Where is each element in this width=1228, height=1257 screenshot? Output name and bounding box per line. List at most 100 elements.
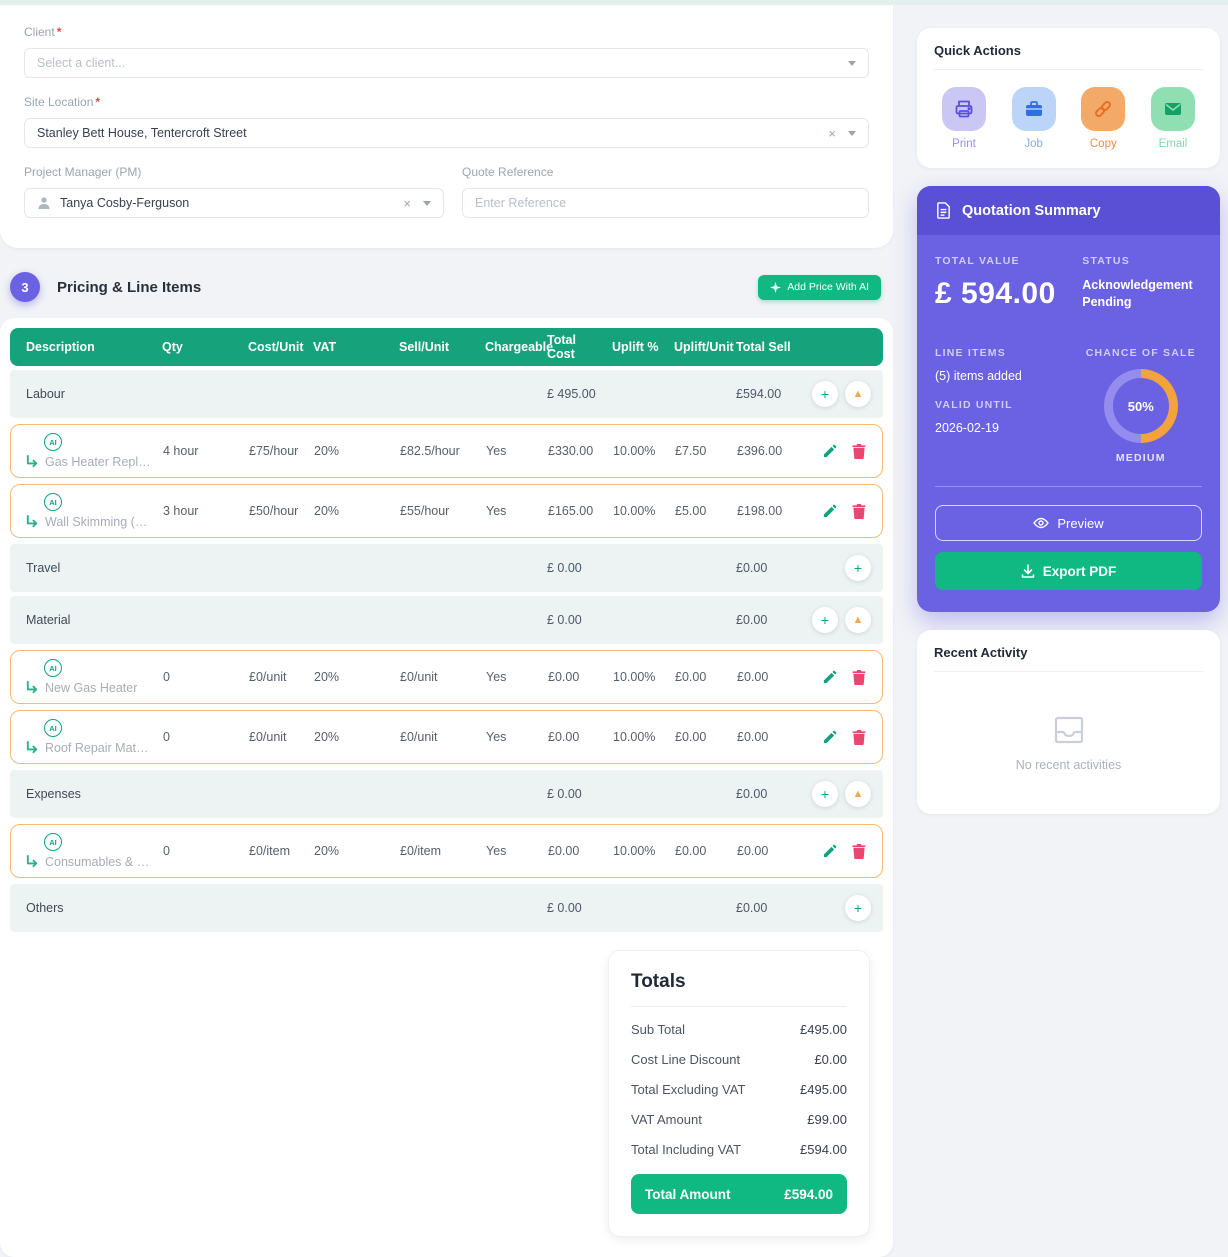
group-name: Travel bbox=[26, 561, 61, 575]
line-item-description: New Gas Heater bbox=[45, 680, 138, 695]
group-row-material: Material £ 0.00 £0.00 + ▲ bbox=[10, 596, 883, 644]
group-name: Expenses bbox=[26, 787, 81, 801]
chevron-down-icon[interactable] bbox=[848, 130, 856, 136]
trash-icon bbox=[852, 669, 866, 685]
line-items-count: (5) items added bbox=[935, 369, 1022, 383]
collapse-group-button[interactable]: ▲ bbox=[845, 781, 871, 807]
line-item-total-cost: £330.00 bbox=[548, 444, 594, 458]
clear-icon[interactable]: × bbox=[828, 125, 836, 141]
line-item-row: AI Wall Skimming (Sma... 3 hour £50/hour… bbox=[10, 484, 883, 538]
group-total-sell: £0.00 bbox=[736, 787, 768, 801]
site-location-select[interactable]: Stanley Bett House, Tentercroft Street × bbox=[24, 118, 869, 148]
col-total-cost: Total Cost bbox=[547, 333, 576, 361]
add-line-item-button[interactable]: + bbox=[812, 781, 838, 807]
add-line-item-button[interactable]: + bbox=[812, 381, 838, 407]
line-item-total-cost: £0.00 bbox=[548, 844, 580, 858]
quote-reference-label: Quote Reference bbox=[462, 165, 554, 179]
trash-icon bbox=[852, 729, 866, 745]
project-manager-select[interactable]: Tanya Cosby-Ferguson × bbox=[24, 188, 444, 218]
group-total-cost: £ 0.00 bbox=[547, 787, 582, 801]
totals-value: £495.00 bbox=[800, 1082, 847, 1097]
group-name: Labour bbox=[26, 387, 65, 401]
site-location-label: Site Location * bbox=[24, 95, 101, 109]
chevron-down-icon[interactable] bbox=[423, 200, 431, 206]
totals-row-incl-vat: Total Including VAT £594.00 bbox=[631, 1142, 847, 1157]
collapse-group-button[interactable]: ▲ bbox=[845, 381, 871, 407]
col-chargeable: Chargeable bbox=[485, 340, 554, 354]
totals-label: Sub Total bbox=[631, 1022, 685, 1037]
line-item-qty: 0 bbox=[163, 730, 170, 744]
delete-line-item-button[interactable] bbox=[852, 503, 866, 519]
delete-line-item-button[interactable] bbox=[852, 729, 866, 745]
edit-line-item-button[interactable] bbox=[822, 730, 837, 745]
client-select[interactable]: Select a client... bbox=[24, 48, 869, 78]
group-total-sell: £0.00 bbox=[736, 613, 768, 627]
edit-line-item-button[interactable] bbox=[822, 844, 837, 859]
totals-title: Totals bbox=[631, 971, 847, 1007]
add-price-with-ai-button[interactable]: Add Price With AI bbox=[758, 274, 881, 300]
line-item-total-cost: £165.00 bbox=[548, 504, 594, 518]
col-cost-unit: Cost/Unit bbox=[248, 340, 304, 354]
edit-line-item-button[interactable] bbox=[822, 444, 837, 459]
copy-action[interactable]: Copy bbox=[1081, 87, 1126, 150]
pencil-icon bbox=[823, 444, 837, 457]
group-total-sell: £0.00 bbox=[736, 901, 768, 915]
no-activity-text: No recent activities bbox=[1015, 758, 1122, 772]
line-item-sell-unit: £82.5/hour bbox=[400, 444, 460, 458]
status-label: STATUS bbox=[1082, 255, 1130, 267]
totals-label: Total Excluding VAT bbox=[631, 1082, 746, 1097]
col-qty: Qty bbox=[162, 340, 183, 354]
job-label: Job bbox=[1024, 138, 1043, 150]
add-line-item-button[interactable]: + bbox=[845, 555, 871, 581]
add-line-item-button[interactable]: + bbox=[812, 607, 838, 633]
totals-value: £594.00 bbox=[800, 1142, 847, 1157]
person-icon bbox=[37, 196, 51, 210]
line-item-chargeable: Yes bbox=[486, 444, 507, 458]
chevron-down-icon[interactable] bbox=[848, 60, 856, 66]
line-item-description-cell: AI New Gas Heater bbox=[11, 659, 157, 695]
group-total-cost: £ 0.00 bbox=[547, 901, 582, 915]
line-item-uplift-pct: 10.00% bbox=[613, 504, 656, 518]
trash-icon bbox=[852, 843, 866, 859]
briefcase-icon bbox=[1025, 101, 1042, 116]
quote-details-form: Client * Select a client... Site Location… bbox=[0, 5, 893, 248]
print-action[interactable]: Print bbox=[942, 87, 986, 150]
delete-line-item-button[interactable] bbox=[852, 843, 866, 859]
sub-item-arrow-icon bbox=[26, 680, 38, 694]
valid-until-label: VALID UNTIL bbox=[935, 399, 1013, 411]
group-row-labour: Labour £ 495.00 £594.00 + ▲ bbox=[10, 370, 883, 418]
line-item-total-sell: £0.00 bbox=[737, 844, 769, 858]
totals-value: £99.00 bbox=[807, 1112, 847, 1127]
line-item-vat: 20% bbox=[314, 444, 340, 458]
client-field: Client * Select a client... bbox=[24, 25, 869, 78]
add-line-item-button[interactable]: + bbox=[845, 895, 871, 921]
line-item-qty: 4 hour bbox=[163, 444, 199, 458]
job-action[interactable]: Job bbox=[1011, 87, 1056, 150]
line-item-total-sell: £0.00 bbox=[737, 730, 769, 744]
line-item-row: AI New Gas Heater 0 £0/unit 20% £0/unit … bbox=[10, 650, 883, 704]
quote-reference-input[interactable] bbox=[462, 188, 869, 218]
pricing-section-header: 3 Pricing & Line Items Add Price With AI bbox=[10, 272, 881, 302]
collapse-group-button[interactable]: ▲ bbox=[845, 607, 871, 633]
trash-icon bbox=[852, 503, 866, 519]
preview-button[interactable]: Preview bbox=[935, 505, 1202, 541]
col-sell-unit: Sell/Unit bbox=[399, 340, 450, 354]
edit-line-item-button[interactable] bbox=[822, 504, 837, 519]
email-action[interactable]: Email bbox=[1150, 87, 1195, 150]
client-placeholder: Select a client... bbox=[37, 56, 126, 70]
edit-line-item-button[interactable] bbox=[822, 670, 837, 685]
delete-line-item-button[interactable] bbox=[852, 443, 866, 459]
line-item-row: AI Roof Repair Materials 0 £0/unit 20% £… bbox=[10, 710, 883, 764]
export-pdf-button[interactable]: Export PDF bbox=[935, 552, 1202, 590]
delete-line-item-button[interactable] bbox=[852, 669, 866, 685]
totals-value: £0.00 bbox=[814, 1052, 847, 1067]
line-item-qty: 0 bbox=[163, 670, 170, 684]
clear-icon[interactable]: × bbox=[403, 195, 411, 211]
line-item-cost-unit: £0/item bbox=[249, 844, 290, 858]
totals-label: Total Including VAT bbox=[631, 1142, 742, 1157]
col-uplift-pct: Uplift % bbox=[612, 340, 659, 354]
totals-row-vat: VAT Amount £99.00 bbox=[631, 1112, 847, 1127]
line-item-uplift-unit: £0.00 bbox=[675, 670, 707, 684]
line-item-total-cost: £0.00 bbox=[548, 730, 580, 744]
line-item-total-cost: £0.00 bbox=[548, 670, 580, 684]
